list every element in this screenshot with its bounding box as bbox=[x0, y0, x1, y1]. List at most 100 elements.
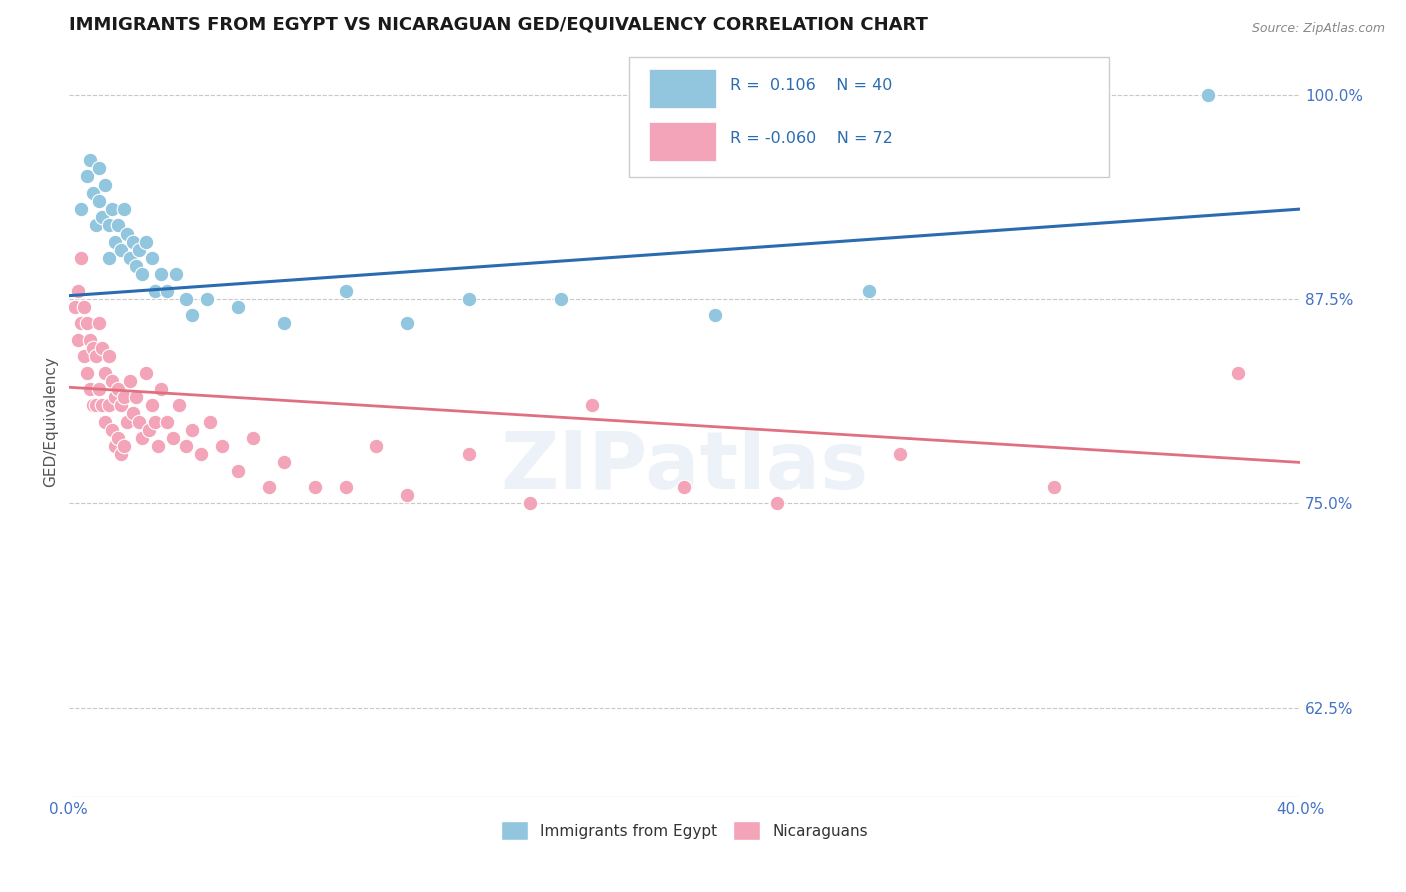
Point bbox=[141, 251, 163, 265]
Point bbox=[107, 219, 129, 233]
Point bbox=[94, 415, 117, 429]
Text: ZIPatlas: ZIPatlas bbox=[501, 427, 869, 506]
Point bbox=[198, 415, 221, 429]
Text: R =  0.106    N = 40: R = 0.106 N = 40 bbox=[730, 78, 893, 93]
Point bbox=[257, 480, 280, 494]
Point bbox=[73, 349, 96, 363]
Point bbox=[174, 439, 197, 453]
Point bbox=[79, 153, 101, 167]
Point bbox=[156, 415, 179, 429]
Point bbox=[70, 317, 93, 331]
Point bbox=[122, 235, 145, 249]
Point bbox=[82, 341, 104, 355]
Point bbox=[131, 431, 153, 445]
Point bbox=[273, 455, 295, 469]
Point bbox=[104, 439, 127, 453]
Point bbox=[180, 309, 202, 323]
Point bbox=[366, 439, 388, 453]
Point bbox=[131, 268, 153, 282]
Point bbox=[107, 382, 129, 396]
Point bbox=[226, 464, 249, 478]
Point bbox=[134, 366, 156, 380]
Point bbox=[149, 382, 172, 396]
Point bbox=[457, 292, 479, 306]
Point bbox=[76, 169, 98, 184]
Point bbox=[66, 284, 89, 298]
Point bbox=[335, 284, 357, 298]
Point bbox=[138, 423, 160, 437]
Point bbox=[91, 341, 114, 355]
Point bbox=[94, 366, 117, 380]
Point bbox=[97, 219, 120, 233]
Point bbox=[128, 415, 150, 429]
Point bbox=[125, 260, 148, 274]
Text: R = -0.060    N = 72: R = -0.060 N = 72 bbox=[730, 130, 893, 145]
Point bbox=[120, 251, 142, 265]
Point bbox=[149, 268, 172, 282]
Text: IMMIGRANTS FROM EGYPT VS NICARAGUAN GED/EQUIVALENCY CORRELATION CHART: IMMIGRANTS FROM EGYPT VS NICARAGUAN GED/… bbox=[69, 15, 928, 33]
Point bbox=[165, 268, 187, 282]
Point bbox=[84, 398, 107, 412]
Point bbox=[66, 333, 89, 347]
Point bbox=[858, 284, 880, 298]
Point bbox=[100, 202, 122, 216]
Point bbox=[91, 211, 114, 225]
Point bbox=[100, 374, 122, 388]
Point bbox=[89, 317, 111, 331]
Point bbox=[125, 390, 148, 404]
Legend: Immigrants from Egypt, Nicaraguans: Immigrants from Egypt, Nicaraguans bbox=[495, 815, 875, 847]
Point bbox=[143, 415, 166, 429]
Point bbox=[396, 488, 419, 502]
Point bbox=[112, 202, 135, 216]
Point bbox=[273, 317, 295, 331]
Point bbox=[63, 300, 86, 314]
Point bbox=[97, 251, 120, 265]
Point bbox=[457, 447, 479, 461]
Point bbox=[89, 194, 111, 208]
Point bbox=[84, 219, 107, 233]
Point bbox=[174, 292, 197, 306]
Point bbox=[211, 439, 233, 453]
FancyBboxPatch shape bbox=[628, 57, 1109, 178]
Point bbox=[128, 243, 150, 257]
Point bbox=[550, 292, 572, 306]
Point bbox=[100, 423, 122, 437]
Point bbox=[110, 398, 132, 412]
Point bbox=[79, 382, 101, 396]
Point bbox=[97, 398, 120, 412]
Point bbox=[673, 480, 696, 494]
Point bbox=[304, 480, 326, 494]
Point bbox=[89, 161, 111, 176]
Point bbox=[110, 243, 132, 257]
Point bbox=[120, 374, 142, 388]
Point bbox=[76, 317, 98, 331]
Point bbox=[581, 398, 603, 412]
Point bbox=[84, 349, 107, 363]
Point bbox=[156, 284, 179, 298]
Point bbox=[704, 309, 727, 323]
Point bbox=[141, 398, 163, 412]
Point bbox=[180, 423, 202, 437]
Point bbox=[169, 398, 191, 412]
Point bbox=[226, 300, 249, 314]
Point bbox=[519, 496, 541, 510]
Point bbox=[1227, 366, 1250, 380]
Text: Source: ZipAtlas.com: Source: ZipAtlas.com bbox=[1251, 22, 1385, 36]
Point bbox=[107, 431, 129, 445]
Point bbox=[396, 317, 419, 331]
Point bbox=[143, 284, 166, 298]
Point bbox=[115, 415, 138, 429]
Point bbox=[190, 447, 212, 461]
Point bbox=[94, 178, 117, 192]
Point bbox=[146, 439, 169, 453]
Point bbox=[335, 480, 357, 494]
Point bbox=[1042, 480, 1064, 494]
Point bbox=[122, 406, 145, 420]
Point bbox=[1197, 87, 1219, 102]
Point bbox=[104, 390, 127, 404]
Point bbox=[765, 496, 787, 510]
Point bbox=[70, 202, 93, 216]
Point bbox=[134, 235, 156, 249]
Bar bbox=[648, 121, 716, 161]
Point bbox=[242, 431, 264, 445]
